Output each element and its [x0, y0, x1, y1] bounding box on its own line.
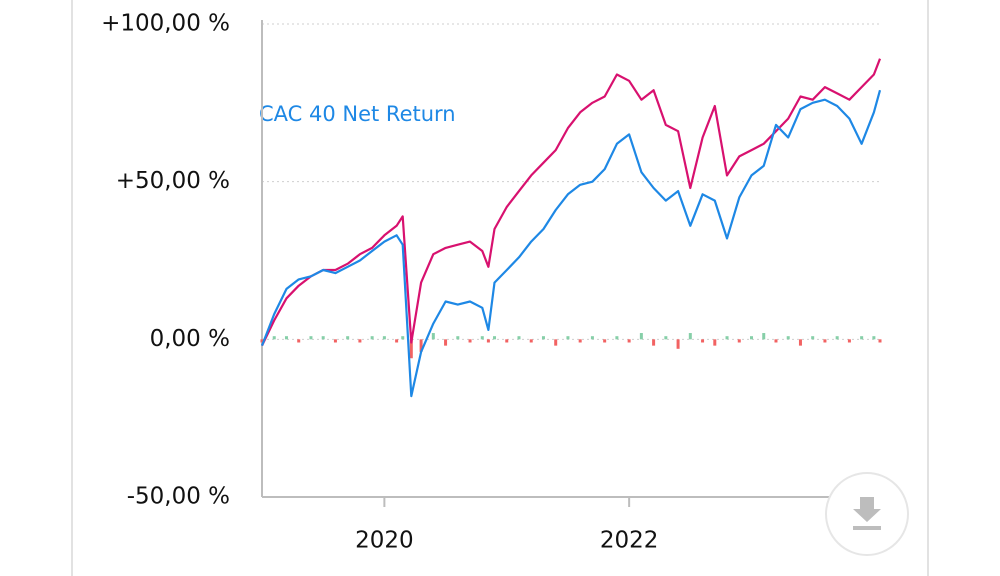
difference-bar	[321, 336, 325, 340]
y-tick-label: -50,00 %	[127, 484, 230, 510]
difference-bar	[493, 336, 497, 340]
difference-bar	[370, 336, 374, 340]
difference-bar	[878, 339, 882, 343]
series-line	[260, 89, 882, 398]
difference-bar	[664, 336, 668, 340]
difference-bar	[872, 336, 876, 340]
difference-bar	[541, 336, 545, 340]
difference-bar	[272, 336, 276, 340]
difference-bar	[480, 336, 484, 340]
difference-bar	[750, 336, 754, 340]
difference-bar	[409, 339, 413, 359]
y-tick-label: +100,00 %	[101, 11, 230, 37]
difference-bar	[419, 339, 423, 352]
difference-bar	[358, 339, 362, 343]
difference-bar	[615, 336, 619, 340]
difference-bar	[297, 339, 301, 343]
difference-bar	[444, 339, 448, 346]
difference-bar	[860, 336, 864, 340]
difference-bar	[578, 339, 582, 343]
difference-bar	[517, 336, 521, 340]
difference-bar	[603, 339, 607, 343]
series-line	[261, 58, 882, 347]
difference-bar	[811, 336, 815, 340]
difference-bar	[566, 336, 570, 340]
x-tick-label: 2022	[600, 528, 659, 554]
series-annotation: CAC 40 Net Return	[259, 102, 456, 126]
y-tick-label: 0,00 %	[150, 326, 230, 352]
difference-bar	[590, 336, 594, 340]
difference-bar	[346, 336, 350, 340]
difference-bar	[786, 336, 790, 340]
difference-bar	[676, 339, 680, 349]
difference-bar	[701, 339, 705, 343]
difference-bar	[688, 333, 692, 340]
difference-bar	[652, 339, 656, 346]
difference-bar	[713, 339, 717, 346]
difference-bar	[505, 339, 509, 343]
difference-bar	[456, 336, 460, 340]
difference-bar	[529, 339, 533, 343]
difference-bar	[468, 339, 472, 343]
difference-bar	[835, 336, 839, 340]
difference-bar	[823, 339, 827, 343]
difference-bar	[762, 333, 766, 340]
difference-bar	[382, 336, 386, 340]
difference-bar	[401, 336, 405, 340]
difference-bar	[798, 339, 802, 346]
download-icon[interactable]	[853, 497, 881, 522]
difference-bar	[554, 339, 558, 346]
difference-bar	[333, 339, 337, 343]
difference-bar	[737, 339, 741, 343]
difference-bar	[284, 336, 288, 340]
difference-bar	[627, 339, 631, 343]
difference-bar	[431, 333, 435, 340]
difference-bar	[260, 339, 264, 343]
download-button[interactable]	[825, 472, 909, 556]
difference-bar	[847, 339, 851, 343]
download-icon-base[interactable]	[853, 526, 881, 530]
difference-bar	[774, 339, 778, 343]
difference-bar	[309, 336, 313, 340]
difference-bar	[395, 339, 399, 343]
difference-bar	[486, 339, 490, 343]
difference-bar	[639, 333, 643, 340]
difference-bar	[725, 336, 729, 340]
x-tick-label: 2020	[355, 528, 414, 554]
y-tick-label: +50,00 %	[116, 168, 230, 194]
